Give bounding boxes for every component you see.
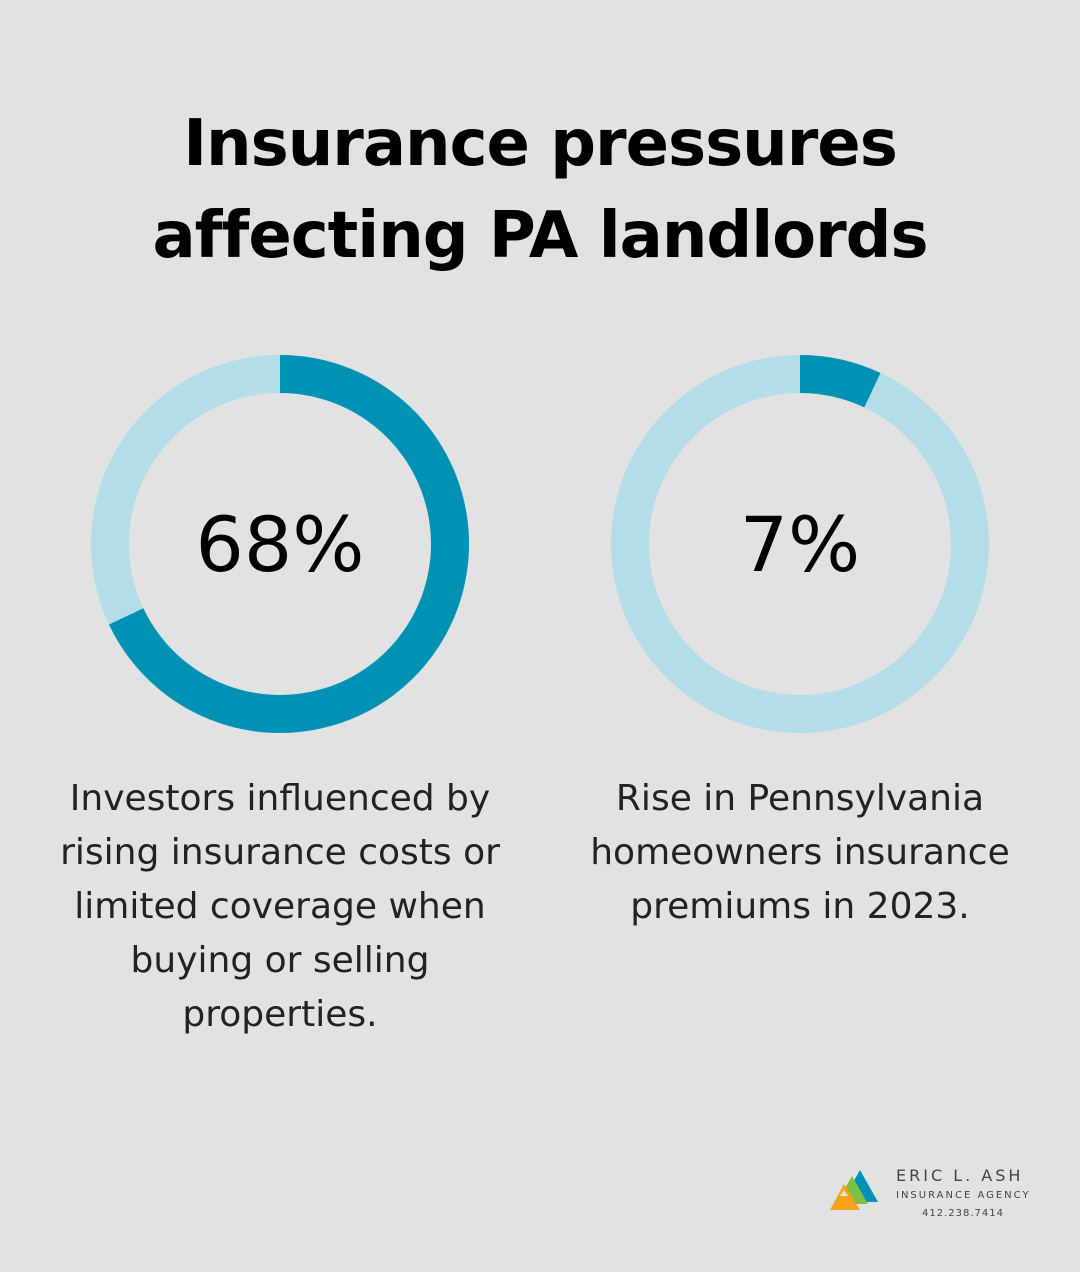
- title-line-2: affecting PA landlords: [152, 199, 928, 273]
- donut-chart-premium-rise: 7%: [610, 354, 990, 734]
- donut-value-label: 68%: [195, 499, 365, 589]
- logo-name: ERIC L. ASH: [896, 1166, 1024, 1185]
- logo-phone: 412.238.7414: [922, 1208, 1004, 1219]
- donut-value-arc: [109, 355, 469, 733]
- donut-chart-svg: [611, 355, 989, 733]
- logo-subtitle: INSURANCE AGENCY: [896, 1190, 1031, 1201]
- donut-description-investors: Investors influenced by rising insurance…: [60, 778, 500, 1035]
- donut-chart-investors: 68%: [90, 354, 470, 734]
- page-title: Insurance pressures affecting PA landlor…: [0, 98, 1080, 282]
- donut-chart-svg: [91, 355, 469, 733]
- donut-description-premium-rise: Rise in Pennsylvania homeowners insuranc…: [590, 778, 1010, 927]
- mountain-logo-icon: [830, 1170, 878, 1210]
- donut-value-arc: [799, 355, 881, 408]
- agency-logo: ERIC L. ASH INSURANCE AGENCY 412.238.741…: [830, 1162, 1040, 1222]
- title-line-1: Insurance pressures: [183, 107, 898, 181]
- donut-value-label: 7%: [739, 499, 861, 589]
